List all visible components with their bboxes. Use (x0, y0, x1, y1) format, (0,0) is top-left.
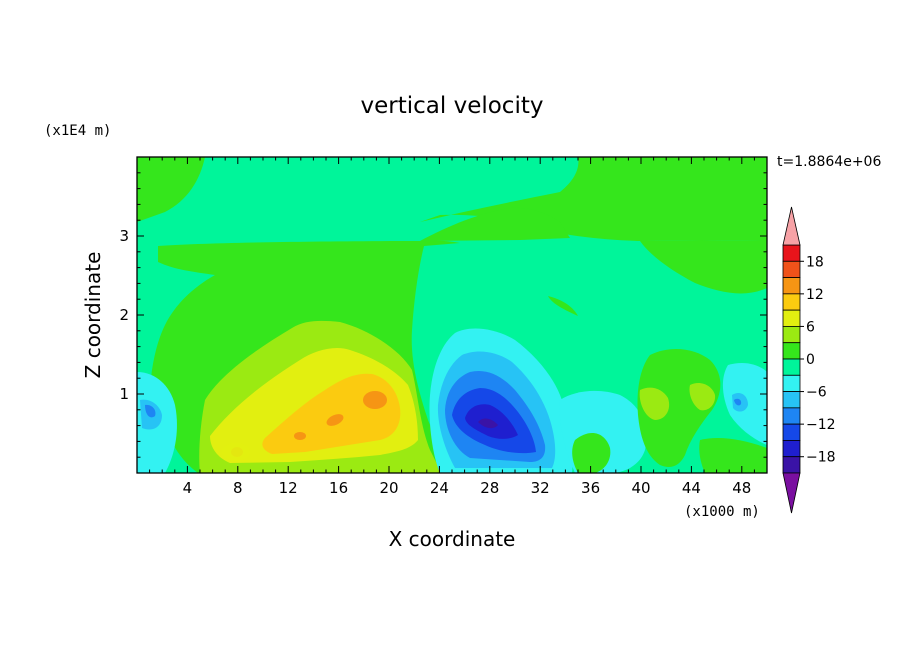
x-tick-label: 28 (480, 479, 499, 497)
x-ticks: 4 8 12 16 20 24 28 32 36 40 44 48 (149, 157, 755, 497)
y-ticks: 1 2 3 (119, 172, 767, 458)
contour-band-right-yellow-green (639, 387, 670, 420)
x-axis-label: X coordinate (389, 527, 516, 551)
x-tick-label: 44 (682, 479, 701, 497)
y-tick-label: 3 (119, 227, 129, 245)
contour-band-upper-left (137, 157, 205, 222)
x-tick-label: 12 (279, 479, 298, 497)
contour-band-right-blue (734, 398, 742, 406)
colorbar-band (782, 277, 801, 295)
colorbar-band (782, 456, 801, 474)
colorbar-band (782, 309, 801, 327)
time-label: t=1.8864e+06 (777, 154, 881, 170)
colorbar-band (782, 423, 801, 441)
x-tick-label: 20 (379, 479, 398, 497)
colorbar-band (782, 293, 801, 311)
contour-band-updraft-orange-2 (326, 414, 344, 426)
y-unit-label: (x1E4 m) (44, 123, 111, 139)
colorbar-band (782, 391, 801, 409)
contour-band-right-yellow-green-2 (689, 383, 716, 411)
colorbar-band (782, 407, 801, 425)
contour-band-bottom-right-green (699, 437, 767, 473)
colorbar-tick-label: 6 (806, 319, 815, 335)
contour-band-updraft-orange-3 (294, 432, 306, 440)
colorbar-band (782, 244, 801, 262)
contour-field (137, 157, 767, 473)
colorbar-min-arrow (782, 472, 801, 514)
y-axis-label: Z coordinate (81, 252, 105, 379)
colorbar-band (782, 342, 801, 360)
colorbar-max-arrow (782, 206, 801, 246)
colorbar: 18 12 6 0 −6 −12 −18 (782, 206, 836, 514)
x-tick-label: 24 (430, 479, 449, 497)
x-tick-label: 8 (233, 479, 243, 497)
y-tick-label: 1 (119, 385, 129, 403)
x-tick-label: 32 (531, 479, 550, 497)
x-tick-label: 36 (581, 479, 600, 497)
colorbar-band (782, 260, 801, 278)
x-unit-label: (x1000 m) (684, 504, 760, 520)
contour-band-updraft-orange-1 (363, 391, 387, 409)
chart-title: vertical velocity (361, 93, 544, 119)
x-tick-label: 40 (631, 479, 650, 497)
contour-band-updraft-yellow-bump (222, 443, 250, 461)
colorbar-tick-label: 18 (806, 254, 824, 270)
colorbar-band (782, 326, 801, 344)
colorbar-tick-label: −6 (806, 385, 827, 401)
colorbar-tick-label: −18 (806, 450, 836, 466)
x-tick-label: 48 (732, 479, 751, 497)
colorbar-tick-label: −12 (806, 417, 836, 433)
colorbar-tick-label: 12 (806, 287, 824, 303)
contour-band-wave-streaks (420, 207, 570, 241)
x-tick-label: 16 (329, 479, 348, 497)
colorbar-band (782, 374, 801, 392)
contour-band-right-green-1 (572, 433, 611, 473)
x-tick-label: 4 (183, 479, 193, 497)
contour-band-left-blue (145, 404, 156, 418)
y-tick-label: 2 (119, 306, 129, 324)
colorbar-tick-label: 0 (806, 352, 815, 368)
contour-band-mid-right-small (548, 296, 578, 316)
colorbar-band (782, 440, 801, 458)
contour-band-mid-right (640, 240, 767, 294)
colorbar-band (782, 358, 801, 376)
contour-band-right-green-2 (637, 348, 721, 467)
contour-band-downdraft-core (478, 418, 498, 429)
